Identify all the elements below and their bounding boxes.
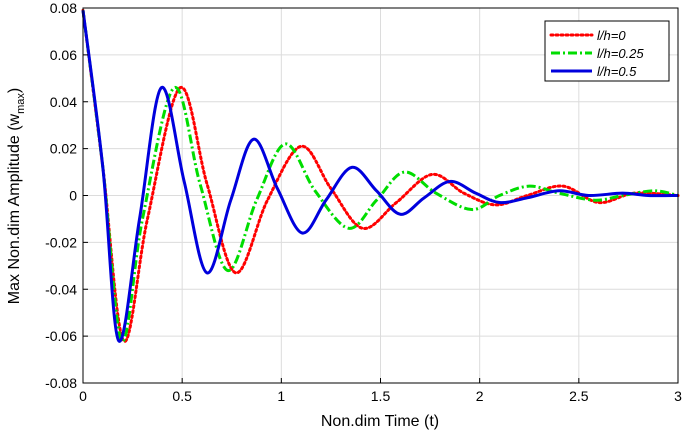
x-axis-label: Non.dim Time (t): [321, 413, 439, 430]
y-tick-label: -0.08: [45, 375, 77, 391]
y-tick-label: -0.06: [45, 328, 77, 344]
y-axis-label-sub: max: [15, 93, 27, 114]
series-line-2: [81, 10, 679, 343]
y-axis-label-main: Max Non.dim Amplitude (w: [6, 113, 23, 304]
legend-label-1: l/h=0: [597, 28, 626, 43]
x-axis: 0 0.5 1 1.5 2 2.5 3: [79, 378, 682, 404]
x-tick-label: 2: [476, 388, 484, 404]
y-axis-label: Max Non.dim Amplitude (wmax): [6, 88, 27, 304]
y-axis-label-close: ): [6, 88, 23, 93]
series-line-3: [81, 10, 679, 343]
y-tick-label: -0.02: [45, 234, 77, 250]
x-tick-label: 0: [79, 388, 87, 404]
legend-label-2: l/h=0.25: [597, 46, 644, 61]
x-tick-label: 3: [674, 388, 682, 404]
x-tick-label: 1: [277, 388, 285, 404]
y-tick-label: 0.06: [50, 47, 77, 63]
x-tick-label: 0.5: [172, 388, 192, 404]
x-tick-label: 1.5: [371, 388, 391, 404]
y-axis: -0.08 -0.06 -0.04 -0.02 0 0.02 0.04 0.06 0.08: [45, 0, 88, 391]
y-tick-label: 0.08: [50, 0, 77, 16]
x-tick-label: 2.5: [569, 388, 589, 404]
y-tick-label: -0.04: [45, 281, 77, 297]
legend: l/h=0 l/h=0.25 l/h=0.5: [544, 20, 670, 82]
y-tick-label: 0.04: [50, 94, 77, 110]
legend-label-3: l/h=0.5: [597, 64, 637, 79]
y-tick-label: 0.02: [50, 141, 77, 157]
series-line-1: [81, 8, 680, 343]
series-layer: [81, 8, 680, 343]
y-tick-label: 0: [69, 188, 77, 204]
